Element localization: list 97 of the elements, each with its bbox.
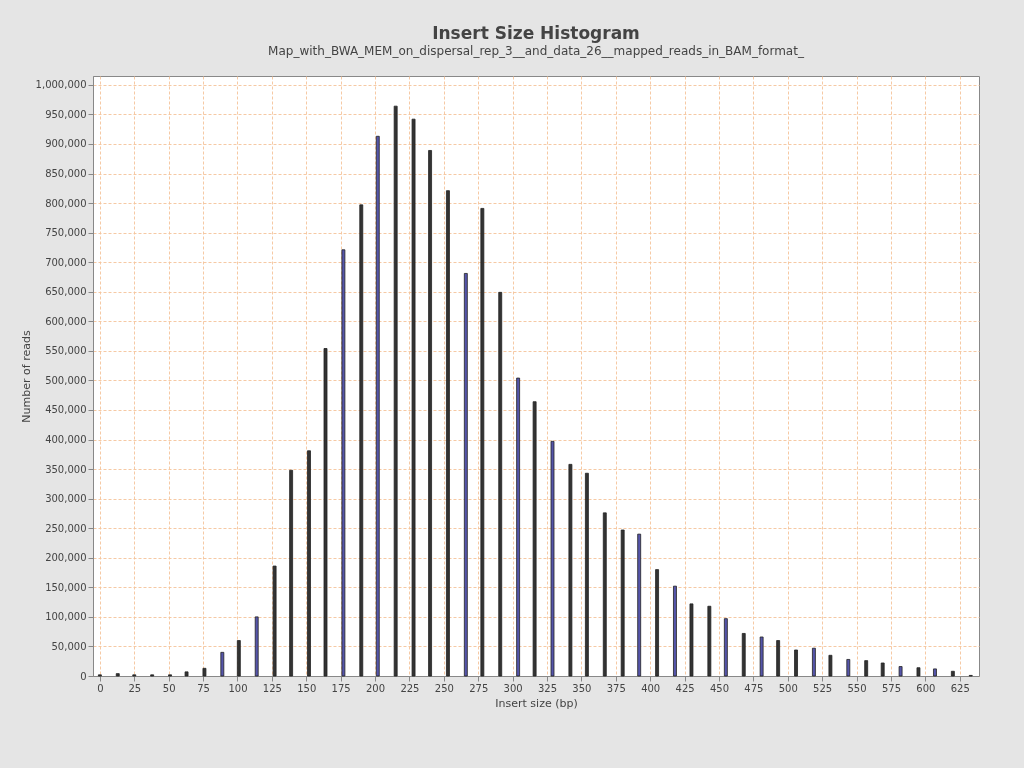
- bar: [202, 667, 207, 677]
- x-tick-label: 450: [709, 682, 730, 694]
- x-tick-label: 200: [365, 682, 386, 694]
- bar: [550, 440, 555, 677]
- bar: [673, 585, 677, 677]
- y-tick-label: 650,000: [45, 286, 87, 298]
- bar: [532, 401, 537, 677]
- x-tick-label: 75: [197, 682, 210, 694]
- y-tick-label: 1,000,000: [35, 79, 87, 91]
- bar: [568, 463, 573, 677]
- y-tick-label: 300,000: [45, 493, 87, 505]
- bar: [375, 135, 380, 677]
- y-tick-label: 450,000: [45, 404, 87, 416]
- y-tick-label: 400,000: [45, 434, 87, 446]
- x-tick-label: 225: [400, 682, 420, 694]
- bar: [184, 671, 189, 677]
- x-tick-label: 0: [97, 682, 104, 694]
- bar: [236, 640, 241, 677]
- y-tick-label: 250,000: [45, 522, 87, 534]
- bar: [916, 667, 921, 677]
- x-tick-label: 300: [503, 682, 523, 694]
- bar: [585, 472, 589, 677]
- x-tick-label: 400: [641, 682, 661, 694]
- chart-subtitle: Map_with_BWA_MEM_on_dispersal_rep_3__and_data_26__mapped_reads_in_BAM_format_: [268, 44, 805, 58]
- bar: [498, 291, 503, 677]
- bar: [411, 118, 416, 677]
- x-tick-label: 425: [675, 682, 695, 694]
- bar: [898, 666, 903, 677]
- x-tick-label: 100: [228, 682, 248, 694]
- bar: [723, 618, 728, 677]
- y-tick-label: 500,000: [45, 374, 87, 386]
- x-tick-label: 150: [297, 682, 317, 694]
- bar: [393, 105, 398, 677]
- y-tick-label: 800,000: [45, 197, 87, 209]
- bar: [307, 450, 311, 677]
- bar: [428, 150, 432, 677]
- x-tick-label: 325: [537, 682, 558, 694]
- bar: [794, 649, 798, 677]
- bar: [446, 190, 450, 677]
- chart-title: Insert Size Histogram: [432, 23, 640, 43]
- x-tick-label: 375: [606, 682, 626, 694]
- bar: [272, 565, 277, 677]
- y-tick-label: 850,000: [45, 168, 87, 180]
- y-tick-label: 100,000: [45, 611, 87, 623]
- y-tick-label: 700,000: [45, 256, 87, 268]
- bar: [620, 529, 625, 677]
- x-tick-label: 550: [847, 682, 867, 694]
- bar: [707, 605, 712, 677]
- x-tick-label: 50: [162, 682, 176, 694]
- bar: [463, 273, 468, 677]
- bar: [289, 469, 294, 677]
- x-tick-label: 250: [434, 682, 454, 694]
- bar: [864, 660, 869, 677]
- y-tick-label: 50,000: [51, 640, 87, 652]
- y-tick-label: 0: [80, 670, 87, 682]
- y-tick-label: 950,000: [45, 108, 87, 120]
- x-tick-label: 575: [881, 682, 901, 694]
- y-tick-label: 750,000: [45, 227, 87, 239]
- bar: [655, 569, 659, 677]
- bar: [220, 651, 225, 677]
- x-tick-label: 500: [778, 682, 798, 694]
- x-tick-label: 275: [469, 682, 489, 694]
- x-tick-label: 525: [813, 682, 833, 694]
- bar: [812, 647, 816, 677]
- bar: [689, 603, 694, 677]
- bar: [933, 668, 937, 677]
- bar: [115, 673, 120, 677]
- bar: [480, 208, 485, 677]
- bar: [759, 636, 764, 677]
- bar: [880, 662, 885, 677]
- bar: [846, 659, 851, 677]
- bar: [828, 654, 833, 677]
- y-tick-label: 200,000: [45, 552, 87, 564]
- x-tick-label: 625: [950, 682, 970, 694]
- y-tick-label: 900,000: [45, 138, 87, 150]
- bar: [741, 633, 746, 677]
- x-tick-label: 475: [744, 682, 764, 694]
- bar: [323, 348, 328, 677]
- x-tick-label: 125: [262, 682, 282, 694]
- y-axis-title: Number of reads: [19, 330, 33, 423]
- bar: [359, 204, 364, 677]
- bar: [341, 249, 346, 677]
- y-tick-label: 550,000: [45, 345, 87, 357]
- bar: [776, 640, 781, 677]
- y-tick-label: 150,000: [45, 581, 87, 593]
- x-axis-title: Insert size (bp): [495, 696, 578, 710]
- bar: [516, 377, 521, 677]
- x-tick-label: 350: [572, 682, 592, 694]
- bar: [950, 670, 955, 677]
- bar: [602, 512, 607, 677]
- bar: [637, 533, 642, 677]
- y-tick-label: 600,000: [45, 315, 87, 327]
- x-tick-label: 175: [331, 682, 351, 694]
- y-tick-label: 350,000: [45, 463, 87, 475]
- x-tick-label: 25: [128, 682, 142, 694]
- x-tick-label: 600: [916, 682, 936, 694]
- bar: [254, 616, 259, 677]
